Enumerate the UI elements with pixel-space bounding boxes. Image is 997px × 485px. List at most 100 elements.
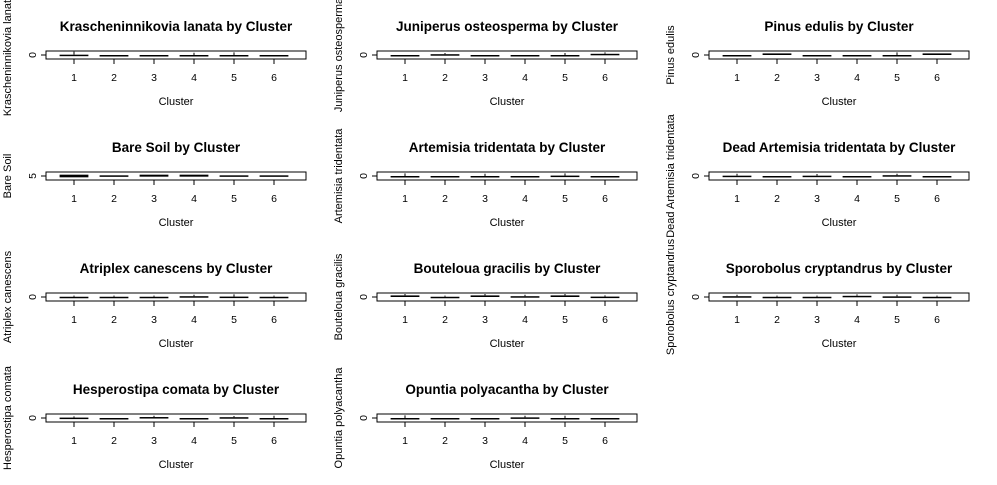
box-3 <box>139 417 169 419</box>
x-tick-label: 4 <box>522 314 528 326</box>
box-3 <box>139 296 169 299</box>
y-tick-label: 0 <box>358 415 370 421</box>
x-tick-label: 1 <box>402 314 408 326</box>
x-tick-label: 3 <box>151 72 157 84</box>
box-6 <box>922 53 952 55</box>
x-tick-label: 2 <box>111 72 117 84</box>
x-tick-label: 1 <box>71 314 77 326</box>
box-5 <box>550 55 580 57</box>
box-2 <box>99 296 129 299</box>
y-tick-label: 0 <box>27 415 39 421</box>
box-6 <box>590 53 620 56</box>
x-tick-label: 4 <box>191 435 197 447</box>
box-5 <box>219 55 249 57</box>
box-2 <box>430 176 460 178</box>
x-tick-label: 4 <box>191 193 197 205</box>
x-axis-label: Cluster <box>490 217 525 229</box>
box-5 <box>550 295 580 297</box>
x-tick-label: 1 <box>402 193 408 205</box>
box-4 <box>179 296 209 298</box>
x-tick-label: 6 <box>602 193 608 205</box>
x-tick-label: 6 <box>934 193 940 205</box>
x-tick-label: 1 <box>71 435 77 447</box>
x-tick-label: 6 <box>602 314 608 326</box>
chart-title: Krascheninnikovia lanata by Cluster <box>60 19 293 34</box>
box-2 <box>430 54 460 56</box>
box-4 <box>842 55 872 57</box>
y-axis-label: Atriplex canescens <box>2 250 14 343</box>
box-1 <box>59 296 89 299</box>
x-tick-label: 2 <box>774 314 780 326</box>
x-tick-label: 1 <box>71 193 77 205</box>
x-axis-label: Cluster <box>490 338 525 350</box>
x-tick-label: 3 <box>482 435 488 447</box>
x-tick-label: 2 <box>111 193 117 205</box>
x-tick-label: 3 <box>151 193 157 205</box>
x-tick-label: 6 <box>271 193 277 205</box>
box-4 <box>842 295 872 298</box>
x-tick-label: 4 <box>522 72 528 84</box>
x-tick-label: 4 <box>191 72 197 84</box>
x-tick-label: 3 <box>814 314 820 326</box>
box-5 <box>550 418 580 420</box>
box-2 <box>99 175 129 177</box>
box-6 <box>922 296 952 299</box>
box-1 <box>722 55 752 57</box>
x-tick-label: 6 <box>934 314 940 326</box>
box-3 <box>470 176 500 178</box>
x-tick-label: 1 <box>402 435 408 447</box>
box-1 <box>390 55 420 57</box>
chart-title: Juniperus osteosperma by Cluster <box>396 19 619 34</box>
x-tick-label: 4 <box>522 435 528 447</box>
x-tick-label: 1 <box>734 72 740 84</box>
box-5 <box>882 175 912 177</box>
x-tick-label: 5 <box>562 435 568 447</box>
box-6 <box>259 418 289 420</box>
box-6 <box>922 176 952 178</box>
y-tick-label: 0 <box>27 294 39 300</box>
y-tick-label: 0 <box>27 52 39 58</box>
chart-title: Sporobolus cryptandrus by Cluster <box>726 261 953 276</box>
x-axis-label: Cluster <box>159 96 194 108</box>
x-tick-label: 2 <box>442 435 448 447</box>
box-3 <box>470 295 500 297</box>
x-tick-label: 3 <box>814 193 820 205</box>
box-4 <box>842 176 872 178</box>
y-axis-label: Krascheninnikovia lanata <box>2 0 14 116</box>
box-6 <box>259 55 289 57</box>
box-3 <box>470 55 500 57</box>
box-5 <box>219 417 249 419</box>
box-1 <box>722 175 752 178</box>
chart-title: Dead Artemisia tridentata by Cluster <box>723 140 957 155</box>
x-tick-label: 5 <box>894 314 900 326</box>
box-6 <box>259 175 289 177</box>
box-2 <box>99 418 129 420</box>
x-tick-label: 2 <box>111 314 117 326</box>
box-2 <box>762 296 792 299</box>
x-tick-label: 6 <box>271 72 277 84</box>
x-tick-label: 3 <box>151 435 157 447</box>
x-axis-label: Cluster <box>159 217 194 229</box>
x-tick-label: 2 <box>442 314 448 326</box>
y-tick-label: 0 <box>690 52 702 58</box>
box-4 <box>179 55 209 57</box>
y-tick-label: 0 <box>690 173 702 179</box>
y-tick-label: 5 <box>27 173 39 179</box>
x-tick-label: 2 <box>442 193 448 205</box>
x-axis-label: Cluster <box>159 338 194 350</box>
x-tick-label: 4 <box>854 72 860 84</box>
box-6 <box>259 296 289 299</box>
y-axis-label: Bare Soil <box>2 154 14 199</box>
box-5 <box>219 296 249 299</box>
y-axis-label: Dead Artemisia tridentata <box>665 113 677 237</box>
box-5 <box>882 55 912 57</box>
chart-title: Pinus edulis by Cluster <box>764 19 914 34</box>
box-5 <box>882 296 912 298</box>
y-tick-label: 0 <box>358 294 370 300</box>
y-axis-label: Opuntia polyacantha <box>333 367 345 469</box>
y-axis-label: Juniperus osteosperma <box>333 0 345 112</box>
box-4 <box>510 55 540 57</box>
box-2 <box>762 176 792 178</box>
x-axis-label: Cluster <box>490 459 525 471</box>
